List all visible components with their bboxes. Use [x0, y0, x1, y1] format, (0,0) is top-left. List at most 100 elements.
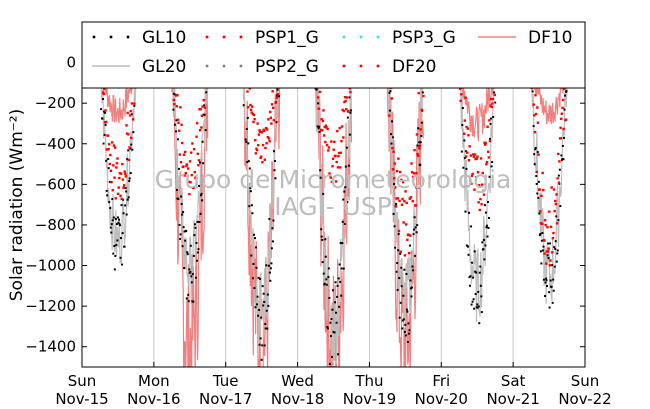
series-DF20-point: [340, 125, 344, 128]
series-GL10-point: [256, 303, 259, 306]
series-GL10-point: [191, 273, 194, 276]
series-DF20-point: [488, 119, 491, 122]
series-GL10-point: [393, 183, 396, 186]
series-GL10-point: [336, 295, 339, 298]
series-DF20-point: [268, 140, 271, 143]
series-GL20-day: [100, 88, 137, 264]
legend-label: PSP3_G: [392, 28, 456, 48]
series-GL10-point: [418, 141, 421, 144]
series-GL10-point: [196, 251, 199, 254]
series-GL10-point: [531, 90, 534, 93]
series-DF20-point: [200, 126, 203, 129]
series-GL10-point: [392, 212, 395, 215]
series-GL10-point: [464, 210, 467, 213]
series-GL10-point: [258, 308, 261, 311]
series-GL10-point: [468, 276, 471, 279]
series-DF20-point: [552, 231, 555, 235]
series-DF20-point: [398, 199, 401, 203]
series-GL10-point: [537, 196, 540, 199]
series-DF20-point: [485, 163, 488, 166]
series-GL10-point: [196, 220, 199, 223]
series-DF20-point: [534, 93, 537, 97]
series-DF20-point: [393, 162, 396, 165]
series-GL10-point: [465, 244, 468, 247]
series-GL10-point: [260, 316, 263, 319]
series-GL10-point: [460, 150, 463, 153]
series-GL10-point: [108, 180, 111, 183]
series-GL10-point: [393, 225, 396, 228]
series-GL10-point: [480, 295, 483, 298]
series-GL10-point: [108, 201, 111, 204]
series-DF20-point: [547, 247, 550, 250]
series-GL10-point: [559, 205, 562, 208]
series-GL10-point: [249, 187, 252, 190]
series-GL10-point: [253, 287, 256, 290]
series-DF20-point: [349, 90, 352, 94]
series-GL10-point: [348, 133, 351, 136]
series-GL10-point: [556, 249, 559, 252]
series-DF20-point: [554, 202, 558, 206]
series-GL10-point: [270, 262, 273, 265]
series-DF20-point: [127, 133, 130, 136]
series-DF20-point: [415, 172, 418, 175]
series-DF20-point: [183, 150, 187, 154]
series-GL10-point: [476, 306, 479, 309]
series-DF20-point: [325, 143, 329, 147]
series-GL10-point: [334, 281, 337, 284]
series-GL10-point: [131, 148, 134, 151]
series-GL10-point: [130, 143, 133, 146]
series-GL10-point: [475, 306, 478, 309]
series-DF20-point: [543, 252, 546, 255]
legend-swatch-dot: [376, 64, 380, 68]
series-GL10-point: [550, 285, 553, 288]
series-GL10-point: [248, 167, 251, 170]
series-GL10-point: [183, 267, 186, 270]
series-GL10-point: [344, 165, 347, 168]
series-DF20-point: [416, 154, 420, 158]
series-DF20-point: [561, 98, 565, 102]
series-GL10-point: [248, 205, 251, 208]
series-DF20-point: [276, 93, 280, 96]
series-GL10-point: [109, 207, 112, 210]
series-GL10-point: [463, 157, 466, 160]
series-GL10-point: [125, 213, 128, 216]
series-GL10-point: [487, 226, 490, 229]
series-DF20-point: [413, 148, 416, 152]
series-GL10-point: [325, 278, 328, 281]
series-GL10-point: [417, 186, 420, 189]
series-DF10-day: [315, 88, 353, 367]
series-GL10-point: [112, 216, 115, 219]
series-GL10-point: [328, 362, 331, 365]
series-DF20-point: [264, 146, 267, 150]
series-DF20-point: [192, 147, 196, 151]
series-GL10-point: [126, 198, 129, 201]
series-DF20-point: [182, 165, 185, 168]
watermark: Grupo de Micrometeorologia IAG - USP: [155, 165, 512, 221]
series-GL10-point: [414, 254, 417, 257]
series-DF20-point: [334, 180, 338, 183]
series-DF20-point: [478, 183, 481, 187]
series-GL10-point: [195, 259, 198, 262]
y-tick-label: −1400: [25, 338, 76, 356]
series-DF20-point: [340, 139, 343, 143]
series-DF20-point: [330, 140, 333, 143]
series-DF20-point: [391, 146, 394, 150]
series-DF20-point: [331, 165, 334, 168]
series-GL10-point: [413, 228, 416, 231]
series-GL10-point: [265, 309, 268, 312]
series-DF20-point: [102, 92, 105, 96]
series-GL10-point: [179, 237, 182, 240]
series-DF20-point: [119, 172, 123, 175]
series-GL10-point: [394, 246, 397, 249]
series-GL10-point: [349, 111, 352, 114]
series-GL10-point: [549, 279, 552, 282]
series-GL10-point: [337, 277, 340, 280]
series-DF20-point: [481, 171, 485, 175]
series-GL10-point: [117, 218, 120, 221]
series-DF20-point: [326, 127, 329, 131]
series-GL10-point: [400, 266, 403, 269]
series-DF20-point: [408, 197, 411, 200]
series-DF20-point: [534, 112, 538, 116]
series-DF20-point: [468, 145, 471, 148]
